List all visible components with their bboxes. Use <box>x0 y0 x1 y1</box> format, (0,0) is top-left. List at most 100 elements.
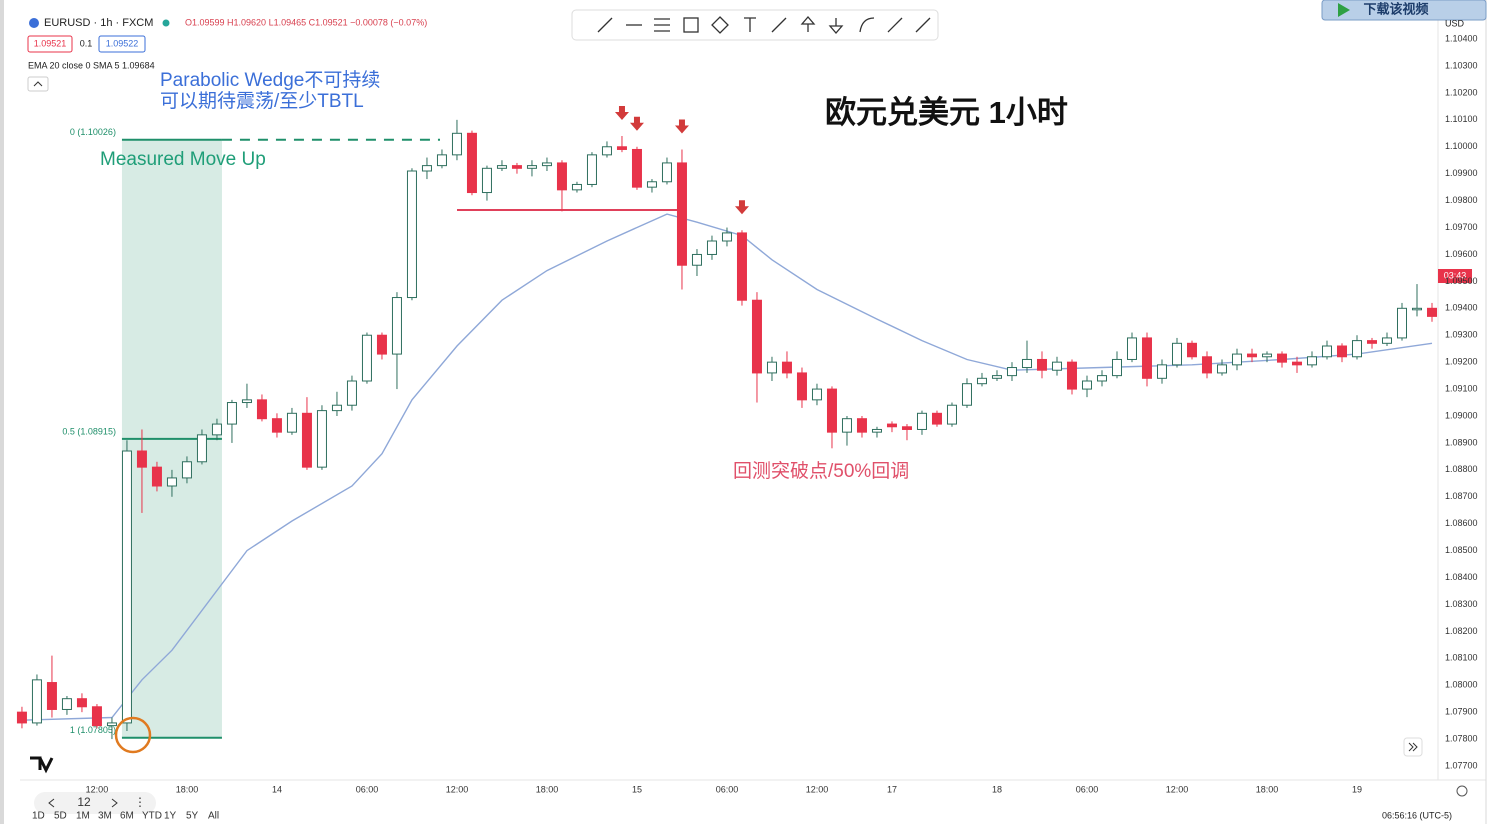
y-tick-label: 1.08400 <box>1445 572 1478 582</box>
candle-body <box>916 412 927 430</box>
candle-body <box>436 154 447 167</box>
clock: 06:56:16 (UTC-5) <box>1382 810 1452 820</box>
annotation: 可以期待震荡/至少TBTL <box>160 90 364 112</box>
range-button[interactable]: 6M <box>120 811 134 822</box>
collapse-icon <box>33 81 43 87</box>
candle-body <box>1036 358 1047 371</box>
x-tick-label: 12:00 <box>1166 784 1189 794</box>
candle-body <box>16 711 27 724</box>
candle-body <box>991 375 1002 379</box>
candle-body <box>1141 337 1152 379</box>
candle-body <box>1186 342 1197 358</box>
candle-body <box>1321 345 1332 358</box>
candle-body <box>1306 356 1317 366</box>
ask: 1.09522 <box>106 38 139 48</box>
candle-body <box>946 404 957 425</box>
candle-body <box>1366 340 1377 344</box>
candle-body <box>361 334 372 382</box>
range-button[interactable]: All <box>208 811 219 822</box>
plot: 0 (1.10026) 0.5 (1.08915) 1 (1.07805) <box>16 106 1437 754</box>
range-button[interactable]: 3M <box>98 811 112 822</box>
y-tick-label: 1.08500 <box>1445 545 1478 555</box>
download-label: 下载该视频 <box>1363 1 1428 16</box>
x-tick-label: 06:00 <box>716 784 739 794</box>
zoom-control <box>34 792 156 814</box>
candle-body <box>271 418 282 433</box>
y-tick-label: 1.08700 <box>1445 491 1478 501</box>
candle-body <box>856 418 867 433</box>
y-tick-label: 1.10400 <box>1445 33 1478 43</box>
candle-body <box>61 698 72 710</box>
download-button[interactable] <box>1321 0 1487 21</box>
y-tick-label: 1.09900 <box>1445 168 1478 178</box>
y-tick-label: 1.09200 <box>1445 357 1478 367</box>
symbol: EURUSD · 1h · FXCM <box>44 17 153 29</box>
range-button[interactable]: 1M <box>76 811 90 822</box>
candle-body <box>136 450 147 468</box>
candle-body <box>1351 340 1362 358</box>
candle-body <box>841 418 852 433</box>
candle-body <box>286 412 297 433</box>
candle-body <box>586 154 597 185</box>
candle-body <box>1411 307 1422 311</box>
ask-box[interactable] <box>98 35 146 53</box>
candle-body <box>76 698 87 708</box>
range-button[interactable]: 1D <box>32 811 45 822</box>
x-tick-label: 18 <box>992 784 1002 794</box>
candle-body <box>421 165 432 172</box>
range-button[interactable]: 1Y <box>164 811 177 822</box>
candle-body <box>1216 364 1227 374</box>
y-tick-label: 1.09400 <box>1445 303 1478 313</box>
candle-body <box>1201 356 1212 374</box>
candle-body <box>886 423 897 428</box>
logo <box>30 756 54 774</box>
range-button[interactable]: 5Y <box>186 811 199 822</box>
y-tick-label: 1.10200 <box>1445 87 1478 97</box>
range-button[interactable]: 5D <box>54 811 67 822</box>
y-tick-label: 1.09700 <box>1445 222 1478 232</box>
drawing-toolbar <box>571 9 939 41</box>
candle-body <box>1171 342 1182 366</box>
fib-label: 1 (1.07805) <box>70 725 116 735</box>
candle-body <box>466 132 477 194</box>
y-tick-label: 1.08000 <box>1445 680 1478 690</box>
candle-body <box>211 423 222 436</box>
menu-dots[interactable]: ⋮ <box>134 795 146 809</box>
candle-body <box>1021 358 1032 369</box>
bid-box[interactable] <box>27 35 73 53</box>
y-tick-label: 1.08900 <box>1445 437 1478 447</box>
candle-body <box>181 461 192 479</box>
x-tick-label: 06:00 <box>1076 784 1099 794</box>
zoom-arrows[interactable] <box>48 798 118 808</box>
arrow <box>674 119 689 134</box>
y-tick-label: 1.08200 <box>1445 626 1478 636</box>
toolbar-icons[interactable] <box>597 16 931 34</box>
candle-body <box>331 404 342 412</box>
y-tick-label: 1.10300 <box>1445 60 1478 70</box>
x-tick-label: 17 <box>887 784 897 794</box>
candle-body <box>1081 380 1092 390</box>
candle-body <box>241 399 252 404</box>
candle-body <box>316 410 327 468</box>
x-tick-label: 14 <box>272 784 282 794</box>
candle-body <box>931 412 942 425</box>
candle-body <box>31 679 42 724</box>
collapse-button[interactable] <box>27 76 49 92</box>
currency: USD <box>1445 18 1465 28</box>
status-dot <box>162 19 170 27</box>
range-button[interactable]: YTD <box>142 811 162 822</box>
candle-body <box>646 181 657 188</box>
y-tick-label: 1.08300 <box>1445 599 1478 609</box>
candle-body <box>631 148 642 188</box>
candle-body <box>1396 307 1407 339</box>
y-tick-label: 1.10100 <box>1445 114 1478 124</box>
settings-icon[interactable] <box>1456 785 1468 797</box>
candle-body <box>976 377 987 385</box>
y-tick-label: 1.09800 <box>1445 195 1478 205</box>
candle-body <box>676 162 687 266</box>
range-buttons: 1D 5D 1M 3M 6M YTD 1Y 5Y All <box>32 811 219 822</box>
candle-body <box>811 388 822 401</box>
scroll-icon <box>1408 742 1418 752</box>
